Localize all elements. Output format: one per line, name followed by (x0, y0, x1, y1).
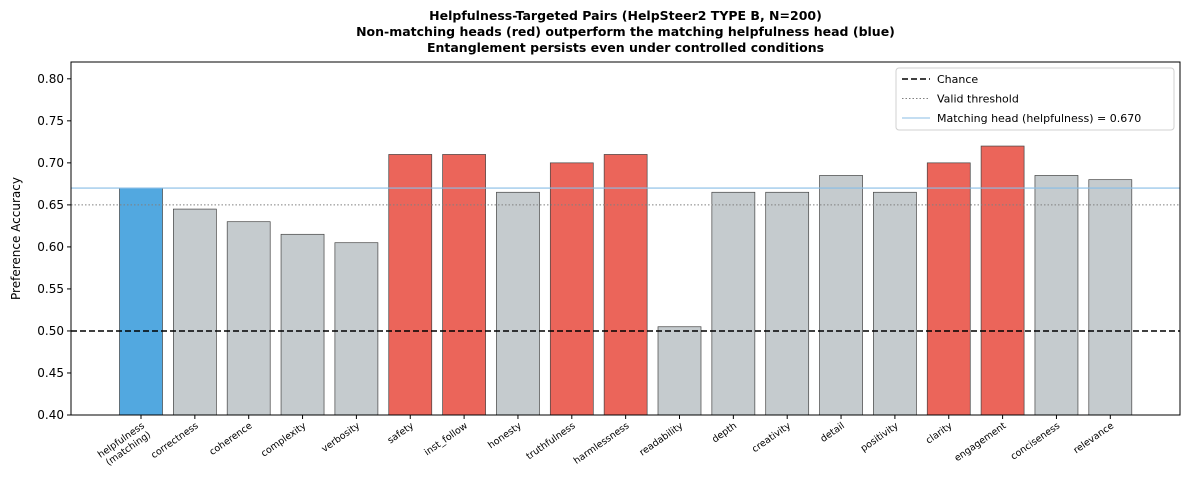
y-tick-label: 0.40 (37, 408, 64, 422)
y-tick-label: 0.80 (37, 72, 64, 86)
bar-verbosity (334, 242, 379, 416)
bar-helpfulness (119, 187, 163, 416)
x-tick-label: coherence (208, 420, 255, 458)
x-tick-label-line: positivity (859, 420, 901, 454)
x-tick-label: inst_follow (422, 420, 470, 458)
x-tick-label: positivity (859, 420, 901, 454)
y-tick-label: 0.60 (37, 240, 64, 254)
bar-engagement (980, 145, 1025, 416)
bar-complexity (280, 233, 325, 416)
y-tick-label: 0.70 (37, 156, 64, 170)
x-tick-label: harmlessness (572, 420, 632, 466)
x-tick-label: relevance (1072, 420, 1117, 456)
x-tick-label: verbosity (320, 420, 363, 455)
bar-positivity (873, 191, 917, 416)
chart-title-line: Non-matching heads (red) outperform the … (356, 24, 895, 39)
x-tick-label-line: conciseness (1009, 420, 1062, 462)
x-tick-label-line: inst_follow (422, 420, 470, 458)
y-tick-label: 0.75 (37, 114, 64, 128)
legend-label: Chance (937, 73, 978, 86)
bar-detail (819, 175, 863, 416)
x-tick-label-line: truthfulness (524, 420, 577, 462)
y-tick-label: 0.65 (37, 198, 64, 212)
x-tick-label: complexity (259, 420, 308, 459)
x-tick-label: honesty (486, 420, 524, 451)
x-tick-label: safety (386, 420, 417, 446)
x-tick-label: depth (710, 420, 739, 445)
y-tick-label: 0.50 (37, 324, 64, 338)
x-tick-label-line: relevance (1072, 420, 1117, 456)
legend-label: Matching head (helpfulness) = 0.670 (937, 112, 1141, 125)
bar-depth (711, 191, 756, 416)
x-tick-label-line: detail (819, 420, 847, 444)
x-tick-label: creativity (750, 420, 793, 455)
bar-relevance (1088, 179, 1133, 416)
bar-creativity (765, 191, 810, 416)
bar-truthfulness (549, 162, 594, 416)
bar-safety (388, 154, 433, 416)
x-tick-label-line: clarity (924, 420, 955, 446)
x-tick-label-line: honesty (486, 420, 524, 451)
x-tick-label-line: engagement (953, 420, 1009, 464)
x-tick-label-line: readability (638, 420, 686, 458)
x-tick-label-line: creativity (750, 420, 793, 455)
y-tick-label: 0.55 (37, 282, 64, 296)
x-tick-label: correctness (149, 420, 200, 461)
chart-title-line: Helpfulness-Targeted Pairs (HelpSteer2 T… (429, 8, 822, 23)
x-tick-label-line: correctness (149, 420, 200, 461)
x-tick-label-line: verbosity (320, 420, 363, 455)
x-tick-label: detail (819, 420, 847, 444)
bar-honesty (496, 191, 540, 416)
x-tick-label-line: complexity (259, 420, 308, 459)
x-tick-label-line: harmlessness (572, 420, 632, 466)
x-tick-label: conciseness (1009, 420, 1062, 462)
x-tick-label-line: coherence (208, 420, 255, 458)
bar-harmlessness (603, 154, 648, 416)
bar-coherence (226, 221, 271, 416)
legend-box (895, 67, 1175, 131)
bar-readability (657, 326, 702, 416)
x-tick-label: helpfulness(matching) (96, 420, 153, 469)
legend-label: Valid threshold (937, 93, 1019, 106)
bar-inst_follow (442, 154, 486, 416)
bar-conciseness (1034, 175, 1079, 416)
x-tick-label: clarity (924, 420, 955, 446)
bar-clarity (926, 162, 971, 416)
x-tick-label-line: safety (386, 420, 417, 446)
x-tick-label: truthfulness (524, 420, 577, 462)
y-tick-label: 0.45 (37, 366, 64, 380)
bar-correctness (173, 208, 217, 416)
y-axis-label: Preference Accuracy (9, 177, 23, 300)
x-tick-label-line: depth (710, 420, 739, 445)
x-tick-label: engagement (953, 420, 1009, 464)
x-tick-label: readability (638, 420, 686, 458)
chart-title-line: Entanglement persists even under control… (427, 40, 824, 55)
